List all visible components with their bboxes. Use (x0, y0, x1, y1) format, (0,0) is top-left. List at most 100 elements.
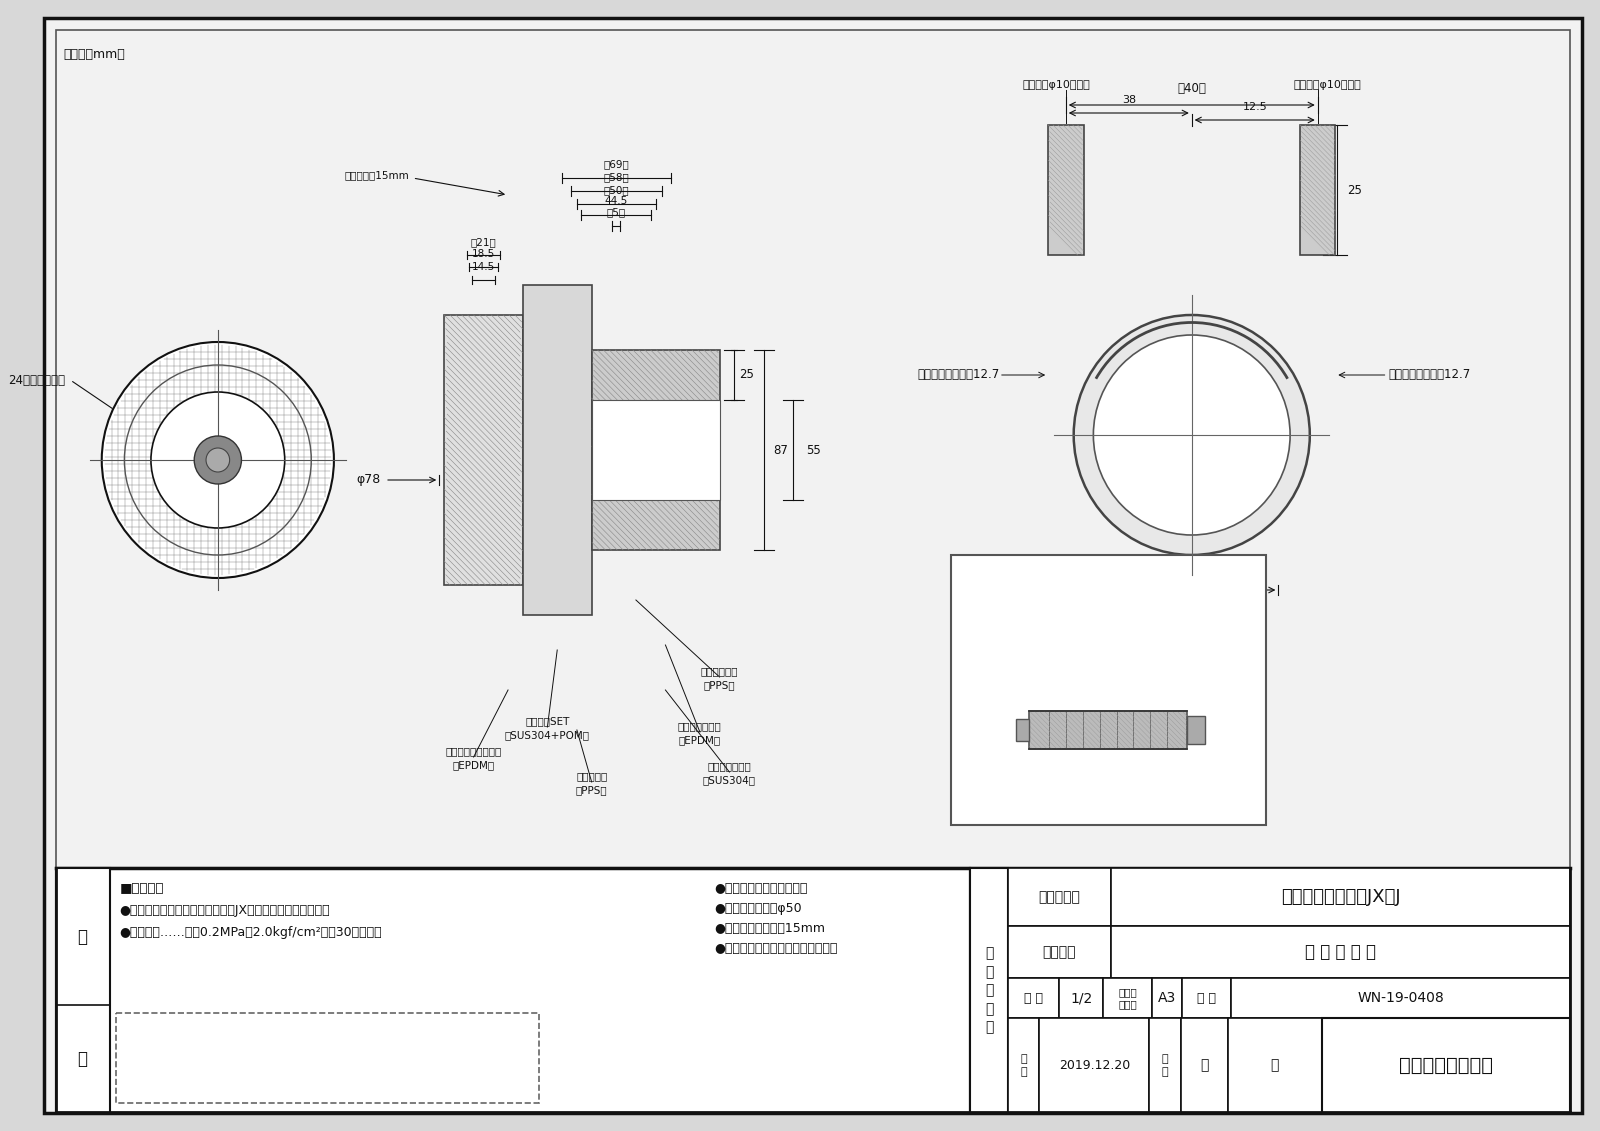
Text: 作
成: 作 成 (1021, 1054, 1027, 1077)
Text: 24メッシュ相当: 24メッシュ相当 (8, 373, 66, 387)
Bar (1322, 1018, 1571, 1113)
Bar (1016, 719, 1029, 741)
Text: 原　紙
サイズ: 原 紙 サイズ (1118, 987, 1138, 1009)
Circle shape (1093, 335, 1290, 535)
Text: ・機器本体を加圧しないでください。: ・機器本体を加圧しないでください。 (120, 1042, 246, 1054)
Text: （SUS304）: （SUS304） (702, 775, 755, 785)
FancyBboxPatch shape (115, 1013, 539, 1103)
Text: （21）: （21） (470, 238, 496, 247)
Bar (592, 400, 720, 500)
Text: 名 称 寸 法 図: 名 称 寸 法 図 (1306, 943, 1376, 961)
Circle shape (102, 342, 334, 578)
Text: 製　品　名: 製 品 名 (1038, 890, 1080, 904)
Text: （5）: （5） (606, 207, 626, 217)
Text: （SUS304+POM）: （SUS304+POM） (506, 729, 590, 740)
Text: 1/2: 1/2 (1070, 991, 1093, 1005)
Text: （単位：mm）: （単位：mm） (64, 48, 125, 61)
Bar (1104, 978, 1152, 1018)
Text: 樹脂管（φ10）接続: 樹脂管（φ10）接続 (1022, 80, 1090, 90)
Text: 18.5: 18.5 (472, 249, 494, 259)
Bar (1181, 1018, 1229, 1113)
Text: 尺 度: 尺 度 (1024, 992, 1043, 1004)
Text: －: － (1200, 1059, 1208, 1072)
Bar (445, 316, 523, 585)
Text: WN-19-0408: WN-19-0408 (1357, 991, 1445, 1005)
Bar (1008, 1018, 1040, 1113)
Bar (1229, 1018, 1322, 1113)
Text: 55: 55 (806, 443, 821, 457)
Text: 浴槽ボルト: 浴槽ボルト (576, 771, 608, 782)
Text: （PPS）: （PPS） (704, 680, 736, 690)
Bar (1230, 978, 1571, 1018)
Text: ●適応浴槽厚さ：～15mm: ●適応浴槽厚さ：～15mm (715, 922, 826, 935)
Bar (1008, 978, 1059, 1018)
Text: A3: A3 (1158, 991, 1176, 1005)
Text: 87: 87 (774, 443, 789, 457)
Text: 納
入
仕
様
図: 納 入 仕 様 図 (986, 947, 994, 1035)
Bar (56, 867, 110, 1113)
Bar (523, 285, 592, 615)
Text: ・0.3MPa（3.0kgf/cm²）以上加圧しないでください。: ・0.3MPa（3.0kgf/cm²）以上加圧しないでください。 (120, 1024, 354, 1036)
Bar (1299, 126, 1336, 254)
Bar (970, 867, 1008, 1113)
Text: （50）: （50） (603, 185, 629, 195)
Text: 2019.12.20: 2019.12.20 (1059, 1059, 1130, 1072)
Text: ●検査圧力……水圧0.2MPa（2.0kgf/cm²）・30分間以上: ●検査圧力……水圧0.2MPa（2.0kgf/cm²）・30分間以上 (120, 926, 382, 939)
Text: 25: 25 (739, 369, 754, 381)
Text: 調
整: 調 整 (1162, 1054, 1168, 1077)
Bar (1182, 978, 1230, 1018)
Text: アダプタ本体: アダプタ本体 (701, 666, 738, 676)
Text: 注: 注 (77, 927, 88, 946)
Bar (1187, 716, 1205, 744)
Text: フィルタSET: フィルタSET (525, 716, 570, 726)
Bar (1029, 711, 1187, 749)
Bar (1149, 1018, 1181, 1113)
Text: 浴槽受パッキン: 浴槽受パッキン (678, 720, 722, 731)
Text: クイックファスナ12.7: クイックファスナ12.7 (918, 369, 1000, 381)
Text: ●往き・戻りの区別はありません。: ●往き・戻りの区別はありません。 (715, 942, 838, 955)
Text: （PPS）: （PPS） (576, 785, 608, 795)
Text: 記: 記 (77, 1050, 88, 1068)
Text: ●浴槽穴あけ径：φ50: ●浴槽穴あけ径：φ50 (715, 903, 802, 915)
Text: パッキンリング: パッキンリング (707, 761, 752, 771)
Text: （40）: （40） (1178, 83, 1206, 95)
Text: （EPDM）: （EPDM） (678, 735, 722, 745)
Text: 循環アダプター　JX－J: 循環アダプター JX－J (1282, 888, 1400, 906)
Text: 44.5: 44.5 (605, 196, 627, 206)
Text: 12.5: 12.5 (1242, 102, 1267, 112)
Text: －: － (1270, 1059, 1278, 1072)
Text: クイックファスナ12.7: クイックファスナ12.7 (1389, 369, 1470, 381)
Text: 浴槽板厚～15mm: 浴槽板厚～15mm (346, 170, 410, 180)
Circle shape (194, 435, 242, 484)
Text: 株式会社ノーリツ: 株式会社ノーリツ (1398, 1056, 1493, 1074)
Text: ●（　）内は材質名です。: ●（ ）内は材質名です。 (715, 882, 808, 895)
Bar (1040, 1018, 1149, 1113)
Text: 図　　名: 図 名 (1043, 946, 1077, 959)
Bar (1110, 867, 1571, 926)
Text: （69）: （69） (603, 159, 629, 169)
Text: 38: 38 (1122, 95, 1136, 105)
Bar (1048, 126, 1083, 254)
Bar (592, 349, 720, 550)
Text: 浴槽ボルトパッキン: 浴槽ボルトパッキン (445, 746, 502, 756)
Text: 樹脂管（φ10）接続: 樹脂管（φ10）接続 (1294, 80, 1362, 90)
Text: （EPDM）: （EPDM） (453, 760, 494, 770)
Text: φ77: φ77 (1179, 602, 1203, 615)
Text: φ78: φ78 (355, 474, 381, 486)
Bar (1059, 978, 1104, 1018)
Text: 25: 25 (1347, 183, 1362, 197)
Circle shape (206, 448, 230, 472)
Text: 一人施工用保持棒: 一人施工用保持棒 (1078, 593, 1138, 606)
Text: φ52.5: φ52.5 (562, 429, 573, 461)
Bar (56, 867, 970, 1113)
Bar (1008, 867, 1110, 926)
Text: ■付属部品: ■付属部品 (960, 569, 1002, 582)
Circle shape (150, 392, 285, 528)
Text: ●漏水検査は専用の漏水検査治具JX型を使用してください。: ●漏水検査は専用の漏水検査治具JX型を使用してください。 (120, 904, 330, 917)
Text: （58）: （58） (603, 172, 629, 182)
Bar (1152, 978, 1182, 1018)
Text: 図 番: 図 番 (1197, 992, 1216, 1004)
Circle shape (1074, 316, 1310, 555)
Bar (1110, 926, 1571, 978)
Bar (1008, 926, 1110, 978)
